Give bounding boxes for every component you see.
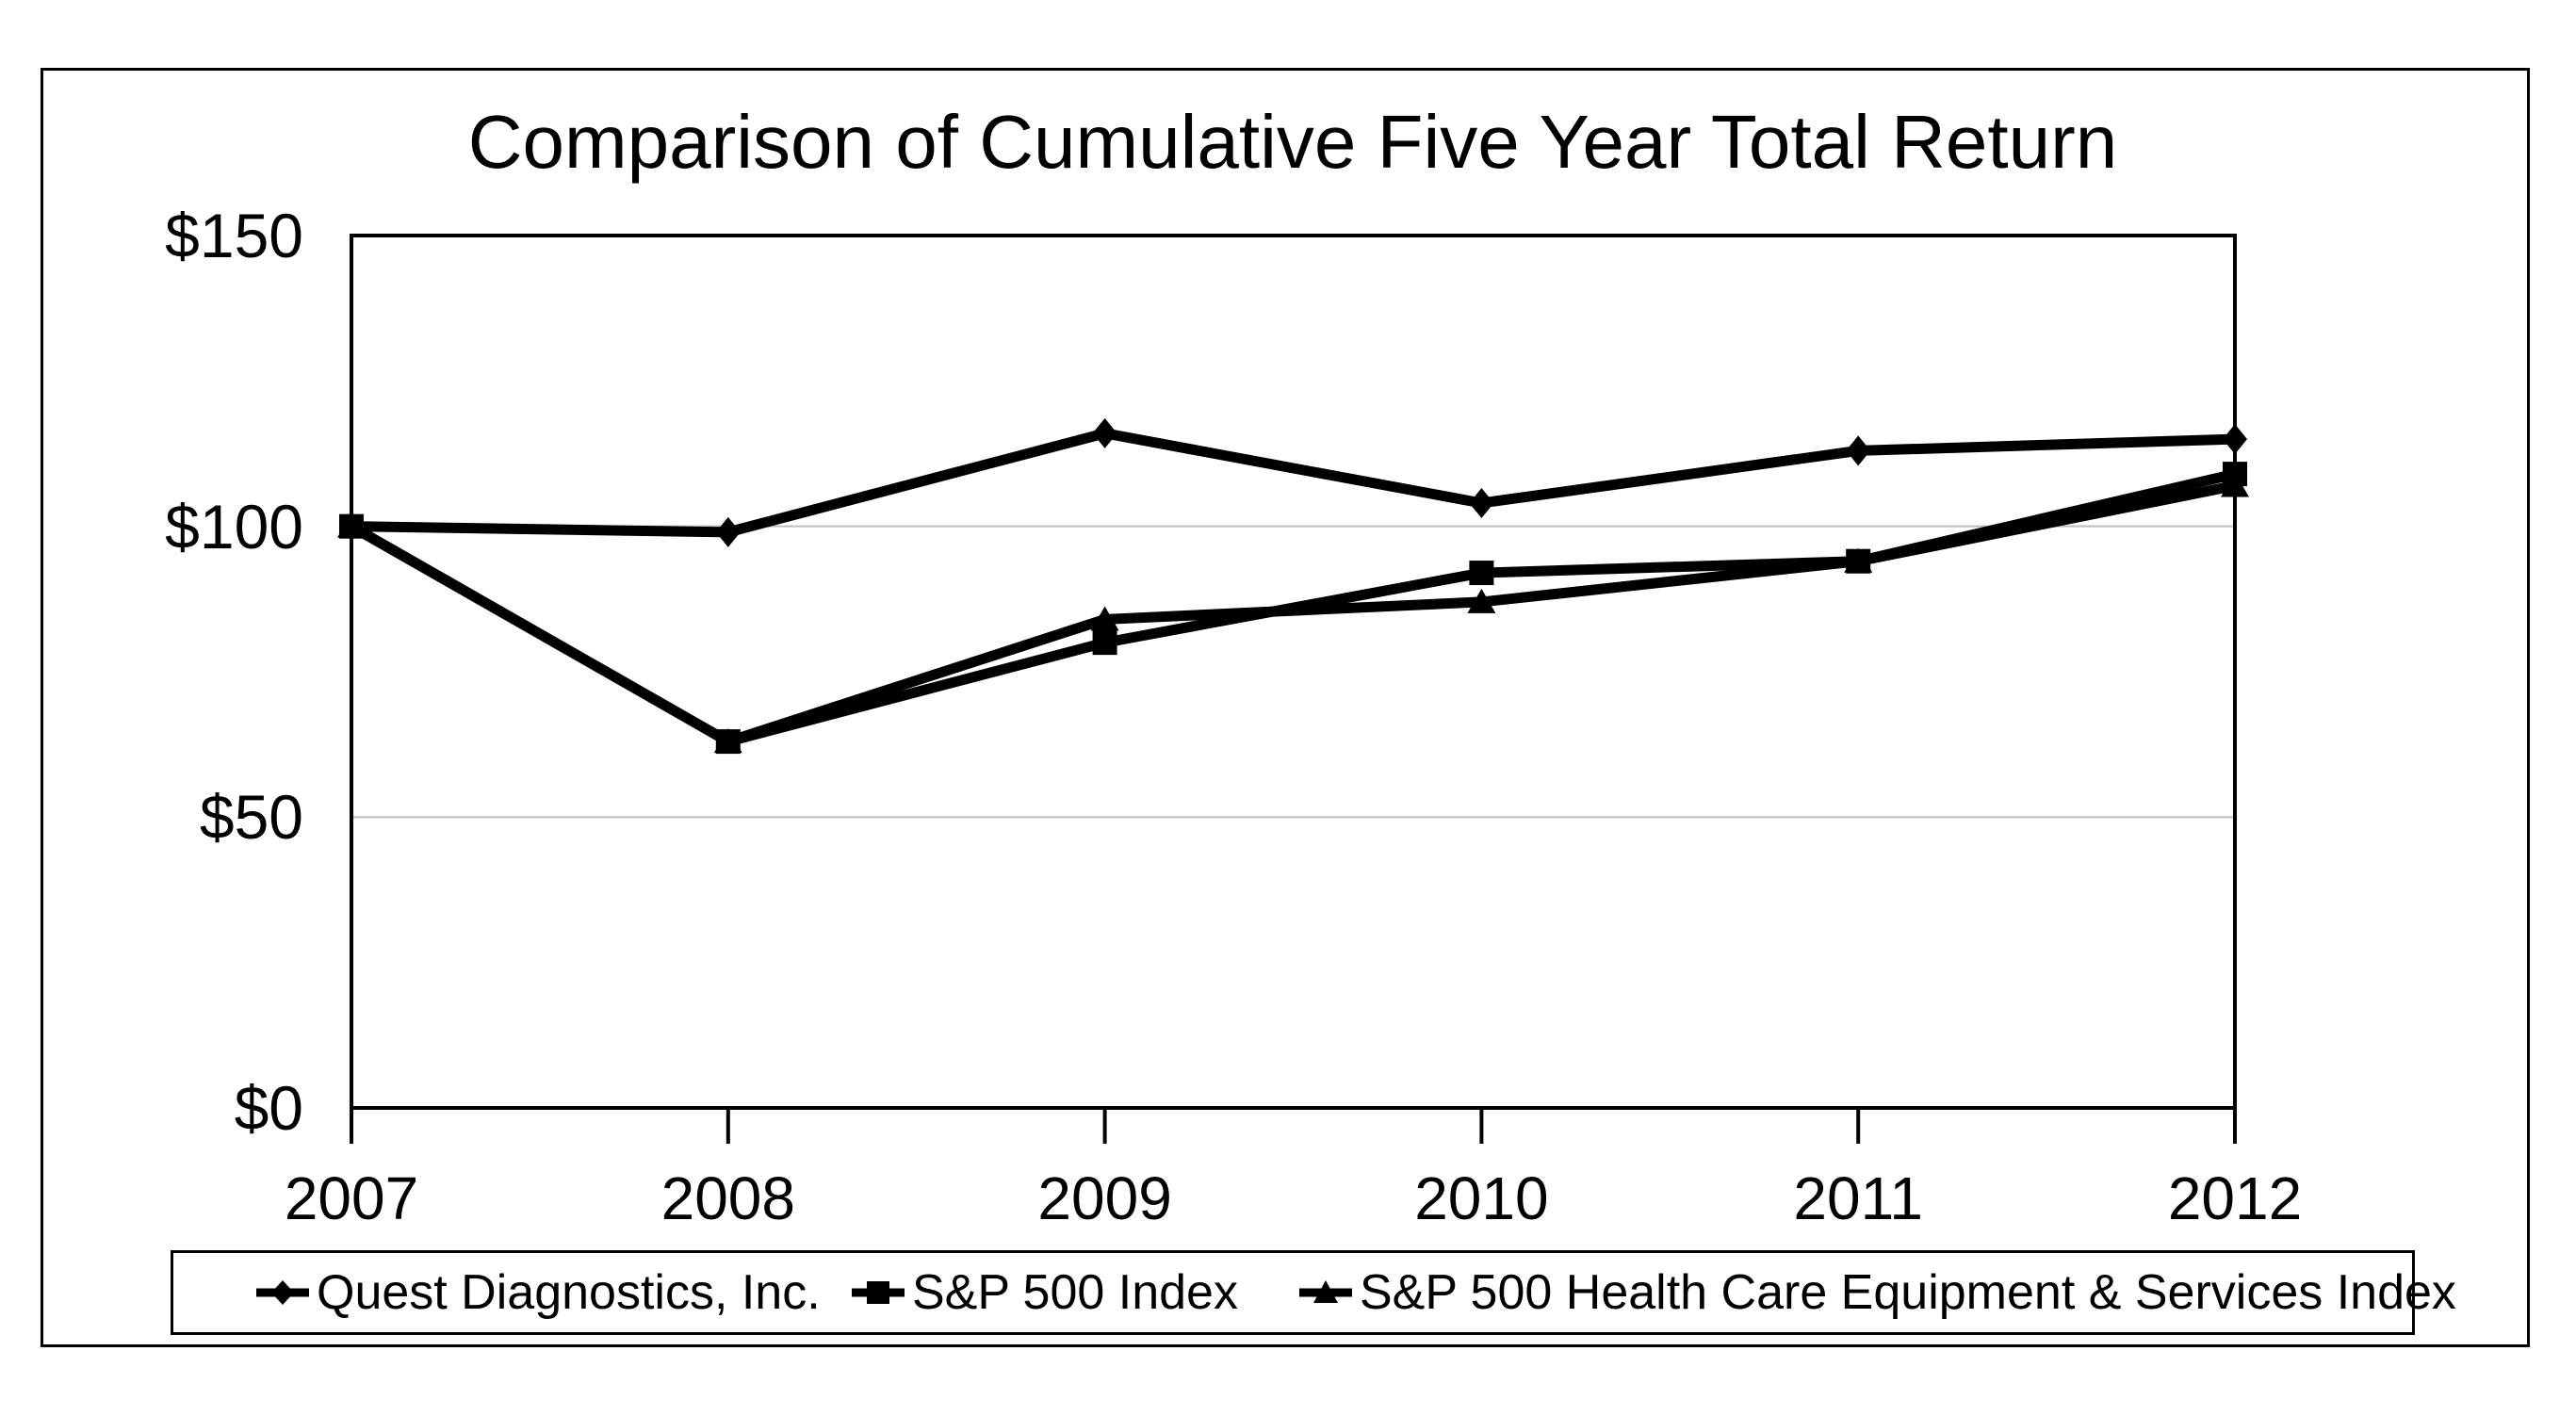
legend-label: Quest Diagnostics, Inc. (317, 1265, 821, 1320)
series-line-diamond (351, 428, 2236, 538)
marker-square-2011 (1846, 548, 1871, 574)
y-tick-label-50: $50 (199, 782, 303, 853)
legend: Quest Diagnostics, Inc. S&P 500 Index S&P … (171, 1250, 2456, 1335)
marker-square-2010 (1469, 561, 1494, 586)
y-tick-label-150: $150 (165, 201, 303, 270)
marker-triangle-2010 (1467, 588, 1496, 613)
marker-triangle-2009 (1090, 606, 1119, 631)
legend-item-triangle: S&P 500 Health Care Equipment & Services… (1299, 1253, 2456, 1332)
x-tick-label-2007: 2007 (284, 1164, 419, 1232)
legend-item-square: S&P 500 Index (852, 1253, 1238, 1332)
marker-diamond-2009 (1092, 417, 1117, 448)
legend-item-diamond: Quest Diagnostics, Inc. (256, 1253, 821, 1332)
y-tick-label-100: $100 (165, 491, 303, 562)
chart-title: Comparison of Cumulative Five Year Total… (467, 100, 2118, 184)
triangle-legend-marker-icon (1299, 1280, 1352, 1303)
marker-diamond-2010 (1469, 487, 1494, 518)
marker-diamond-2008 (715, 516, 741, 547)
x-tick-label-2012: 2012 (2167, 1164, 2303, 1232)
x-tick-label-2008: 2008 (660, 1164, 795, 1232)
plot-box (350, 234, 2237, 1110)
diamond-legend-marker-icon (256, 1280, 309, 1305)
square-legend-marker-icon (852, 1281, 905, 1304)
y-tick-label-0: $0 (234, 1073, 303, 1143)
x-tick-label-2011: 2011 (1793, 1164, 1923, 1232)
marker-square-2007 (339, 513, 364, 539)
marker-square-2008 (715, 729, 741, 755)
x-tick-label-2010: 2010 (1414, 1164, 1549, 1232)
series-line-square (349, 468, 2237, 747)
legend-label: S&P 500 Health Care Equipment & Services… (1360, 1265, 2456, 1320)
marker-square-2012 (2223, 462, 2247, 487)
marker-square-2009 (1092, 630, 1117, 656)
marker-diamond-2012 (2223, 424, 2247, 455)
figure-border (41, 68, 2530, 1347)
series-line-triangle (349, 480, 2237, 748)
legend-label: S&P 500 Index (912, 1265, 1238, 1320)
x-tick-label-2009: 2009 (1037, 1164, 1172, 1232)
marker-diamond-2011 (1846, 435, 1871, 466)
